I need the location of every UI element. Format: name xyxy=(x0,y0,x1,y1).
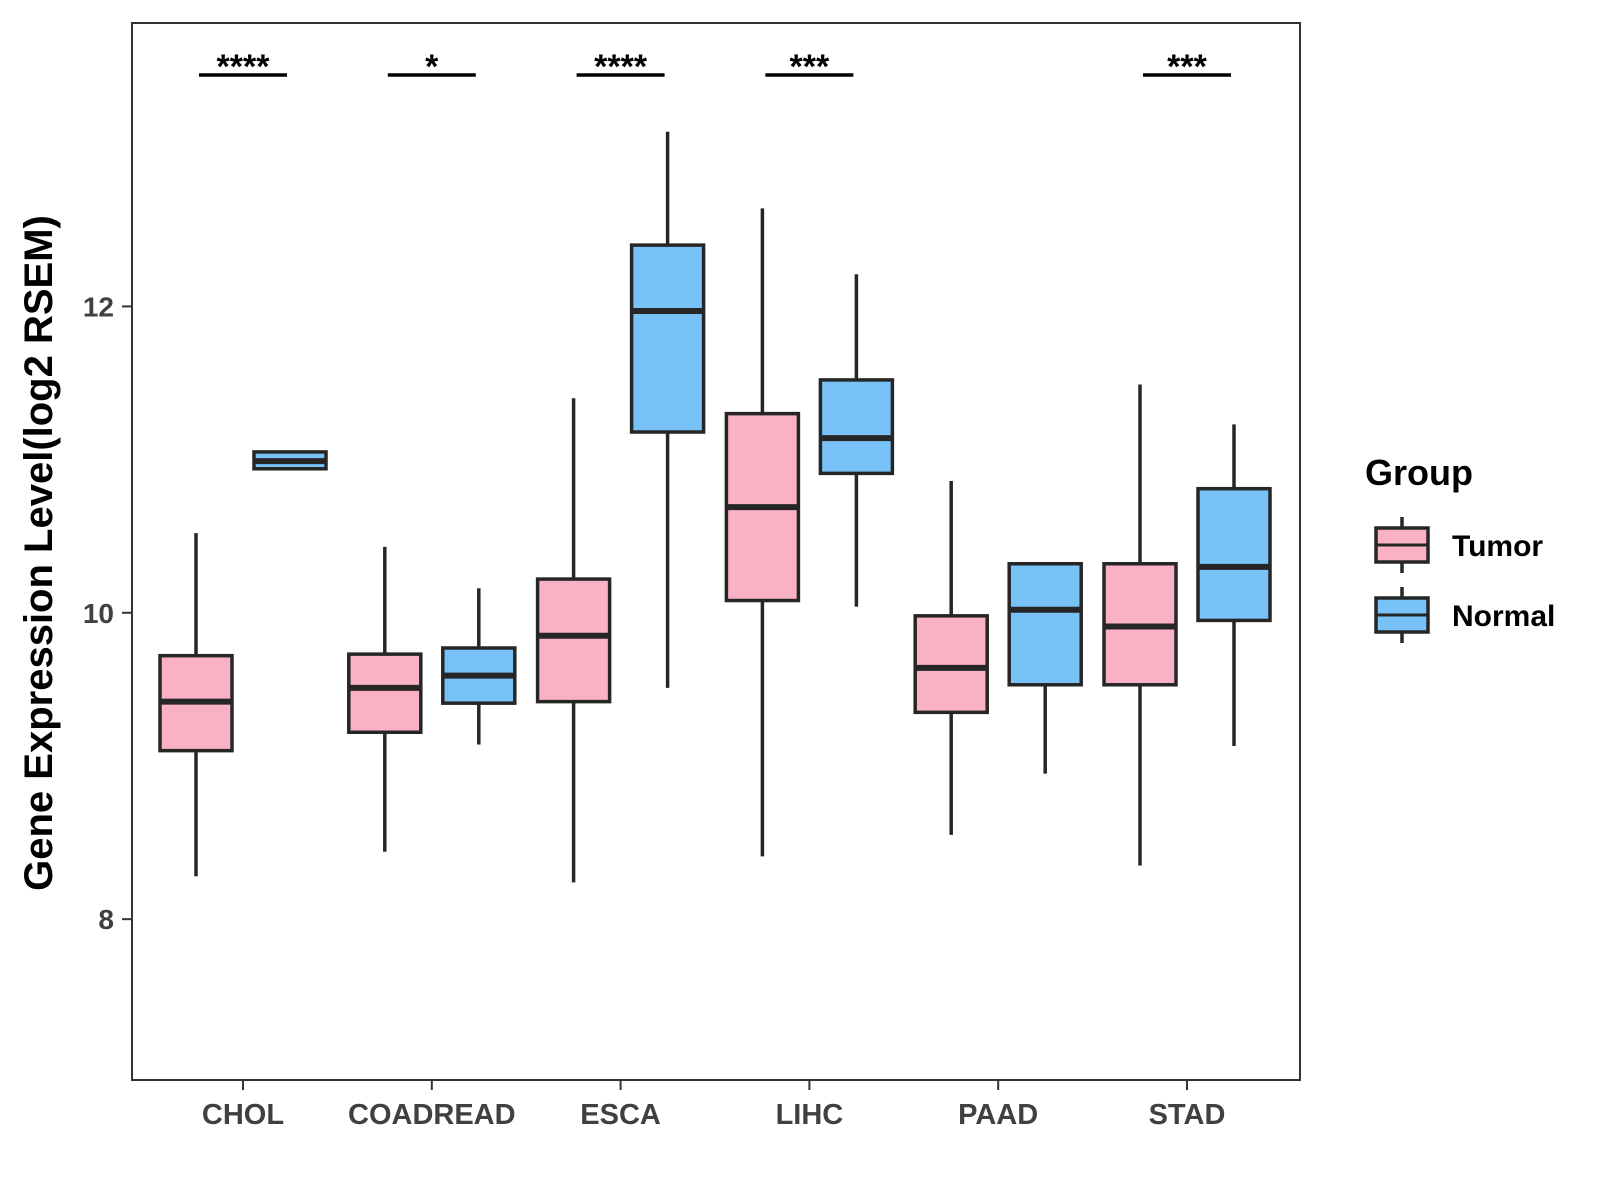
box-body xyxy=(347,652,423,735)
x-tick-label: PAAD xyxy=(958,1099,1038,1131)
significance-label: **** xyxy=(217,48,271,86)
legend-title: Group xyxy=(1365,452,1473,493)
x-tick-label: LIHC xyxy=(776,1099,844,1131)
axes: 8 10 12 CHOL COADREAD ESCA LIHC PAAD STAD xyxy=(83,22,1301,1131)
legend-item-normal: Normal xyxy=(1374,587,1555,643)
box-normal-chol xyxy=(252,450,328,471)
box-normal-paad xyxy=(1007,562,1083,774)
box-normal-esca xyxy=(629,131,706,688)
significance-label: *** xyxy=(790,48,830,86)
x-tick-label: STAD xyxy=(1149,1099,1226,1131)
plot-area: **** * **** *** *** xyxy=(158,48,1272,883)
box-tumor-chol xyxy=(158,533,234,877)
box-body xyxy=(535,577,612,704)
box-body xyxy=(629,243,706,434)
y-tick-label: 12 xyxy=(83,291,114,322)
box-tumor-stad xyxy=(1102,384,1178,866)
legend-label: Tumor xyxy=(1452,530,1543,563)
y-tick-label: 10 xyxy=(83,598,114,629)
box-tumor-paad xyxy=(913,481,989,835)
box-body xyxy=(1196,486,1272,623)
significance-label: **** xyxy=(594,48,648,86)
significance-label: * xyxy=(425,48,439,86)
box-normal-lihc xyxy=(818,274,895,607)
x-tick-label: ESCA xyxy=(580,1099,661,1131)
box-body xyxy=(913,614,989,715)
y-axis-title: Gene Expression Level(log2 RSEM) xyxy=(17,215,61,891)
box-tumor-esca xyxy=(535,398,612,883)
y-tick-label: 8 xyxy=(98,904,114,935)
box-body xyxy=(1007,562,1083,687)
legend: Group Tumor Normal xyxy=(1365,452,1555,643)
box-normal-coadread xyxy=(441,588,517,745)
box-normal-stad xyxy=(1196,424,1272,747)
x-tick-label: CHOL xyxy=(202,1099,284,1131)
box-tumor-coadread xyxy=(347,546,423,852)
box-body xyxy=(818,378,895,476)
x-tick-label: COADREAD xyxy=(348,1099,516,1131)
plot-panel-border xyxy=(131,22,1301,1081)
legend-item-tumor: Tumor xyxy=(1374,517,1543,573)
significance-label: *** xyxy=(1167,48,1207,86)
legend-label: Normal xyxy=(1452,600,1555,633)
box-tumor-lihc xyxy=(724,208,801,857)
